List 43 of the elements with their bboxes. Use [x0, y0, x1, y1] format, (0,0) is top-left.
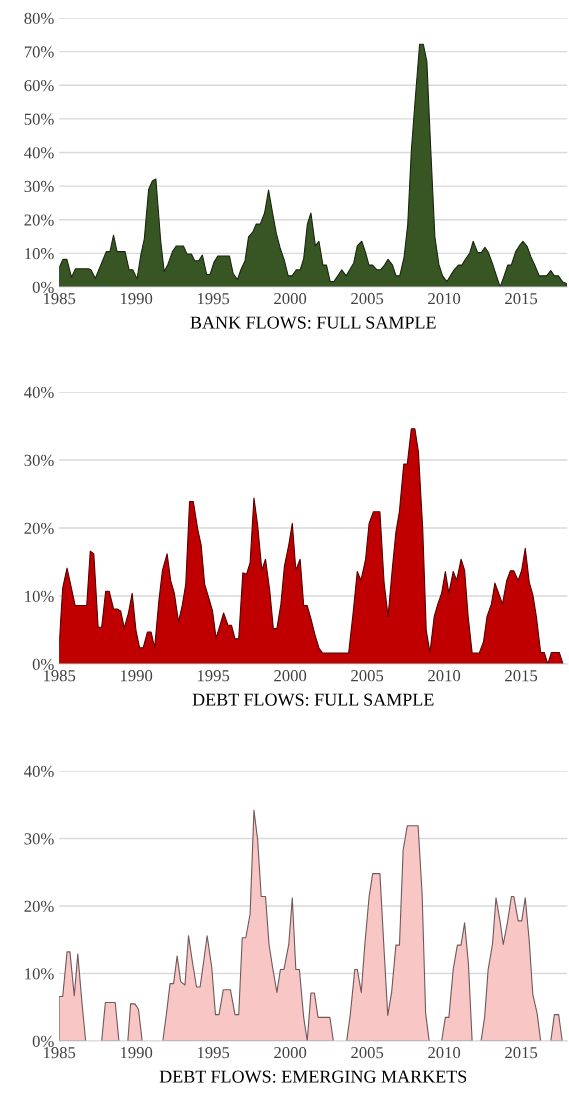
- y-tick-label: 40%: [24, 386, 54, 399]
- y-tick-label: 10%: [25, 590, 54, 603]
- x-tick-label: 1985: [43, 1047, 76, 1059]
- y-tick-label: 80%: [24, 12, 54, 25]
- x-tick-label: 1995: [197, 670, 230, 682]
- x-tick-label: 1990: [120, 292, 153, 305]
- y-tick-label: 60%: [24, 79, 54, 92]
- y-tick-label: 40%: [24, 765, 54, 778]
- x-tick-label: 2005: [351, 292, 384, 305]
- x-tick-label: 2000: [274, 292, 307, 305]
- x-tick-label: 1990: [120, 1047, 153, 1059]
- x-tick-label: 2000: [274, 670, 307, 682]
- x-tick-label: 1995: [197, 293, 230, 305]
- x-tick-label: 1995: [197, 1047, 230, 1059]
- y-tick-label: 10%: [25, 968, 54, 980]
- x-tick-label: 2010: [428, 670, 461, 682]
- y-tick-label: 20%: [24, 522, 54, 535]
- y-tick-label: 30%: [24, 454, 54, 467]
- x-tick-label: 2010: [428, 292, 461, 305]
- x-axis-title: DEBT FLOWS: FULL SAMPLE: [192, 693, 434, 706]
- x-tick-label: 1990: [120, 670, 153, 682]
- y-tick-label: 50%: [24, 113, 54, 125]
- x-tick-label: 2015: [505, 670, 538, 682]
- x-axis-title: DEBT FLOWS: EMERGING MARKETS: [159, 1070, 467, 1083]
- y-tick-label: 20%: [24, 900, 54, 913]
- x-tick-label: 1985: [43, 292, 76, 305]
- x-tick-label: 2015: [505, 292, 538, 305]
- y-tick-label: 10%: [25, 248, 54, 260]
- x-tick-label: 1985: [43, 670, 76, 682]
- y-tick-label: 0%: [32, 658, 54, 671]
- x-axis-title: BANK FLOWS: FULL SAMPLE: [190, 316, 436, 329]
- x-tick-label: 2005: [351, 670, 384, 682]
- x-tick-label: 2005: [351, 1047, 384, 1059]
- x-tick-label: 2010: [428, 1047, 461, 1059]
- x-tick-label: 2000: [274, 1047, 307, 1059]
- y-tick-label: 40%: [24, 147, 54, 159]
- y-tick-label: 30%: [24, 180, 54, 193]
- x-tick-label: 2015: [505, 1047, 538, 1059]
- y-tick-label: 20%: [24, 214, 54, 226]
- y-tick-label: 70%: [24, 46, 54, 58]
- y-tick-label: 30%: [24, 833, 54, 845]
- y-tick-label: 0%: [32, 1035, 54, 1047]
- y-tick-label: 0%: [32, 281, 54, 293]
